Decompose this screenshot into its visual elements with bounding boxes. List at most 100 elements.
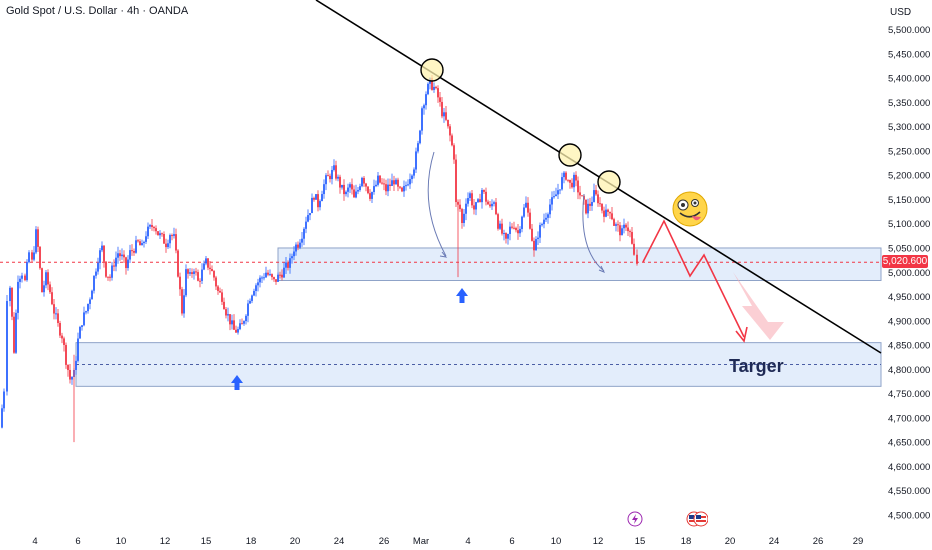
price-axis-tick: 5,500.000: [888, 25, 930, 36]
candle-body: [499, 223, 501, 229]
candle-body: [389, 184, 391, 186]
candle-body: [13, 316, 15, 353]
time-axis-tick: 26: [379, 536, 390, 547]
price-axis-tick: 4,600.000: [888, 462, 930, 473]
candle-body: [177, 250, 179, 277]
candle-body: [379, 175, 381, 183]
candle-body: [371, 192, 373, 199]
time-axis-tick: 18: [681, 536, 692, 547]
candle-body: [161, 233, 163, 235]
candle-body: [245, 315, 247, 322]
candle-body: [427, 83, 429, 95]
candle-body: [81, 325, 83, 327]
lightning-icon[interactable]: [627, 511, 643, 527]
candle-body: [367, 186, 369, 194]
candle-body: [479, 199, 481, 203]
candle-body: [135, 240, 137, 253]
candle-body: [28, 252, 30, 263]
price-axis-tick: 4,550.000: [888, 486, 930, 497]
candle-body: [181, 289, 183, 314]
candle-body: [33, 252, 35, 260]
candle-body: [625, 224, 627, 228]
candle-body: [83, 312, 85, 326]
candle-body: [279, 274, 281, 276]
candle-body: [503, 233, 505, 235]
projected-path-arrowhead: [735, 326, 748, 343]
candle-body: [355, 191, 357, 198]
candle-body: [417, 143, 419, 152]
candle-body: [589, 203, 591, 206]
candle-body: [597, 194, 599, 204]
candle-body: [127, 259, 129, 269]
candle-body: [577, 180, 579, 193]
candle-body: [549, 204, 551, 215]
candle-body: [511, 226, 513, 228]
curve-arrow-head: [439, 251, 448, 258]
time-axis-tick: 4: [465, 536, 470, 547]
candle-body: [61, 335, 63, 339]
candle-body: [377, 175, 379, 185]
candle-body: [305, 221, 307, 229]
candle-body: [481, 190, 483, 203]
candle-body: [165, 243, 167, 248]
candle-body: [87, 303, 89, 312]
candle-body: [303, 228, 305, 239]
time-axis-tick: Mar: [413, 536, 429, 547]
candle-body: [257, 282, 259, 286]
candle-body: [243, 321, 245, 324]
price-axis-tick: 4,850.000: [888, 341, 930, 352]
candle-body: [605, 209, 607, 217]
candle-body: [473, 205, 475, 210]
candle-body: [93, 275, 95, 291]
candle-body: [525, 202, 527, 208]
candle-body: [565, 172, 567, 180]
candle-body: [103, 245, 105, 262]
candle-body: [167, 243, 169, 248]
us-flag-icon[interactable]: [686, 511, 708, 527]
candle-body: [535, 239, 537, 251]
candle-body: [67, 364, 69, 370]
chart-title: Gold Spot / U.S. Dollar · 4h · OANDA: [6, 5, 189, 17]
candle-body: [385, 184, 387, 192]
candle-body: [105, 261, 107, 277]
candle-body: [199, 280, 201, 282]
candle-body: [125, 257, 127, 269]
candle-body: [263, 277, 265, 279]
candle-body: [55, 313, 57, 315]
candle-body: [247, 303, 249, 316]
candle-body: [537, 237, 539, 240]
candle-body: [363, 177, 365, 184]
candle-body: [627, 227, 629, 232]
candle-body: [555, 194, 557, 197]
candle-body: [191, 272, 193, 275]
candle-body: [553, 196, 555, 198]
candle-body: [375, 184, 377, 187]
candle-body: [231, 320, 233, 325]
candle-body: [333, 165, 335, 170]
candle-body: [373, 186, 375, 193]
downtrend-line[interactable]: [315, 0, 882, 354]
candle-body: [253, 290, 255, 296]
candle-body: [249, 300, 251, 304]
candle-body: [425, 94, 427, 106]
candle-body: [497, 214, 499, 229]
candle-body: [599, 203, 601, 205]
candle-body: [91, 290, 93, 300]
candle-body: [399, 186, 401, 188]
candle-body: [547, 214, 549, 218]
time-axis-tick: 20: [290, 536, 301, 547]
candle-body: [357, 190, 359, 192]
candle-body: [293, 251, 295, 257]
candle-body: [183, 295, 185, 314]
candle-body: [219, 290, 221, 293]
candle-body: [69, 369, 71, 380]
candle-body: [255, 285, 257, 291]
time-axis-tick: 12: [593, 536, 604, 547]
resistance-zone: [277, 247, 882, 282]
candle-body: [299, 242, 301, 248]
candle-body: [569, 179, 571, 183]
time-axis-tick: 26: [813, 536, 824, 547]
candle-body: [415, 151, 417, 170]
time-axis-tick: 24: [334, 536, 345, 547]
